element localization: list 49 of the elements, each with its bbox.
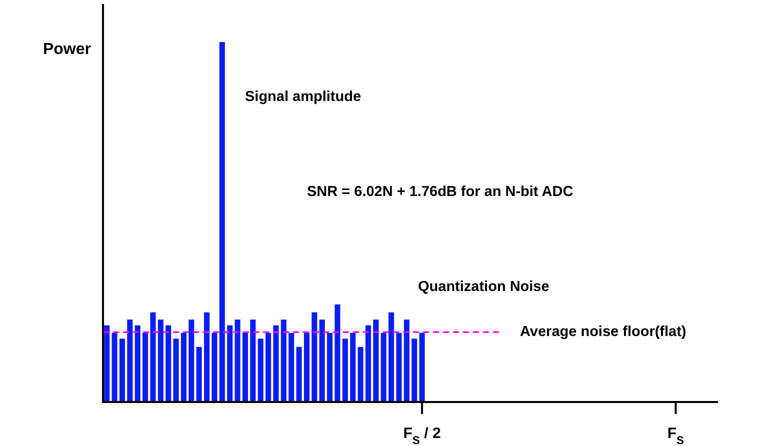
bar — [312, 312, 318, 402]
bar — [180, 332, 186, 402]
bar — [166, 325, 172, 402]
x-tick-label: F$_{S}$ / 2 — [403, 425, 441, 446]
bar — [173, 338, 179, 402]
bar — [342, 338, 348, 402]
x-tick-label: F$_{S}$ — [667, 425, 685, 446]
annotation: Quantization Noise — [418, 279, 550, 295]
bar — [327, 332, 333, 402]
bar — [296, 346, 302, 402]
bar — [158, 320, 164, 402]
bar — [134, 325, 140, 402]
bar — [219, 42, 225, 402]
bar — [396, 332, 402, 402]
bar — [273, 325, 279, 402]
bar — [127, 320, 133, 402]
annotation: SNR = 6.02N + 1.76dB for an N-bit ADC — [307, 184, 574, 200]
bar — [119, 338, 125, 402]
y-axis-title: Power — [42, 41, 91, 58]
bar — [358, 346, 364, 402]
bar — [365, 325, 371, 402]
bar — [258, 338, 264, 402]
bar — [266, 332, 272, 402]
bar — [234, 320, 240, 402]
bar — [112, 332, 118, 402]
bar — [196, 346, 202, 402]
bar — [242, 332, 248, 402]
bar — [104, 325, 110, 402]
bar — [319, 320, 325, 402]
bar — [150, 312, 156, 402]
bar — [204, 312, 210, 402]
bar — [404, 320, 410, 402]
bar — [288, 332, 294, 402]
bar — [227, 325, 233, 402]
ref-line-label: Average noise floor(flat) — [520, 324, 686, 340]
bar — [373, 320, 379, 402]
bar — [350, 332, 356, 402]
bar — [380, 332, 386, 402]
bar — [388, 312, 394, 402]
bar — [212, 332, 218, 402]
bar — [280, 320, 286, 402]
bar — [304, 332, 310, 402]
bar — [188, 320, 194, 402]
bar — [419, 332, 425, 402]
bar — [142, 332, 148, 402]
bar — [334, 304, 340, 402]
bar — [412, 338, 418, 402]
bar — [250, 320, 256, 402]
annotation: Signal amplitude — [245, 89, 362, 105]
